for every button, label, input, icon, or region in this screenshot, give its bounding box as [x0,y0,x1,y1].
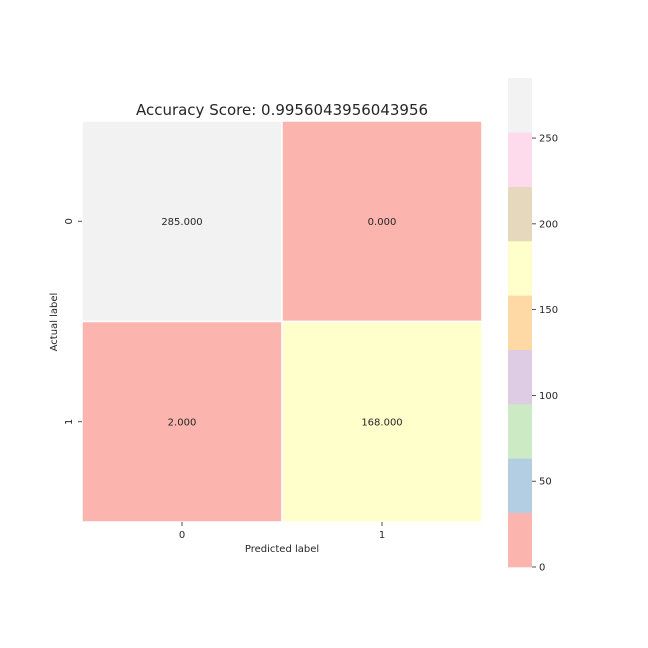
heatmap-cell-0-1 [281,120,483,323]
colorbar-tick-label-150: 150 [539,305,558,316]
x-tick-label-1: 1 [379,530,385,541]
colorbar-tick-label-200: 200 [539,219,558,230]
colorbar-tick-label-0: 0 [539,563,545,574]
colorbar-band-1 [508,458,532,513]
x-axis-label: Predicted label [245,544,319,555]
y-axis-ticks: 01 [64,218,82,425]
heatmap-cell-labels: 285.000 0.000 2.000 168.000 [161,217,402,429]
colorbar-band-8 [508,78,532,133]
y-tick-label-1: 1 [64,419,75,425]
heatmap-cells [81,120,483,523]
colorbar-ticks: 0 50 100 150 200 250 [532,134,558,574]
y-tick-label-0: 0 [64,218,75,224]
colorbar-band-5 [508,241,532,296]
colorbar-band-4 [508,295,532,350]
x-tick-label-0: 0 [179,530,185,541]
chart-title: Accuracy Score: 0.9956043956043956 [136,101,428,119]
colorbar-band-0 [508,512,532,568]
cell-value-label-1-0: 2.000 [168,417,197,428]
heatmap-cell-0-0 [81,120,283,323]
cell-value-label-0-1: 0.000 [368,217,397,228]
heatmap-cell-1-0 [81,320,283,523]
colorbar-band-2 [508,404,532,459]
colorbar-band-7 [508,132,532,187]
cell-value-label-0-0: 285.000 [161,217,202,228]
y-axis-label: Actual label [49,293,60,352]
colorbar-tick-label-100: 100 [539,391,558,402]
colorbar-tick-label-250: 250 [539,134,558,145]
colorbar-tick-label-50: 50 [539,477,552,488]
heatmap-cell-1-1 [281,320,483,523]
colorbar-band-3 [508,349,532,405]
colorbar-band-6 [508,186,532,242]
cell-value-label-1-1: 168.000 [361,417,402,428]
colorbar [508,78,532,568]
